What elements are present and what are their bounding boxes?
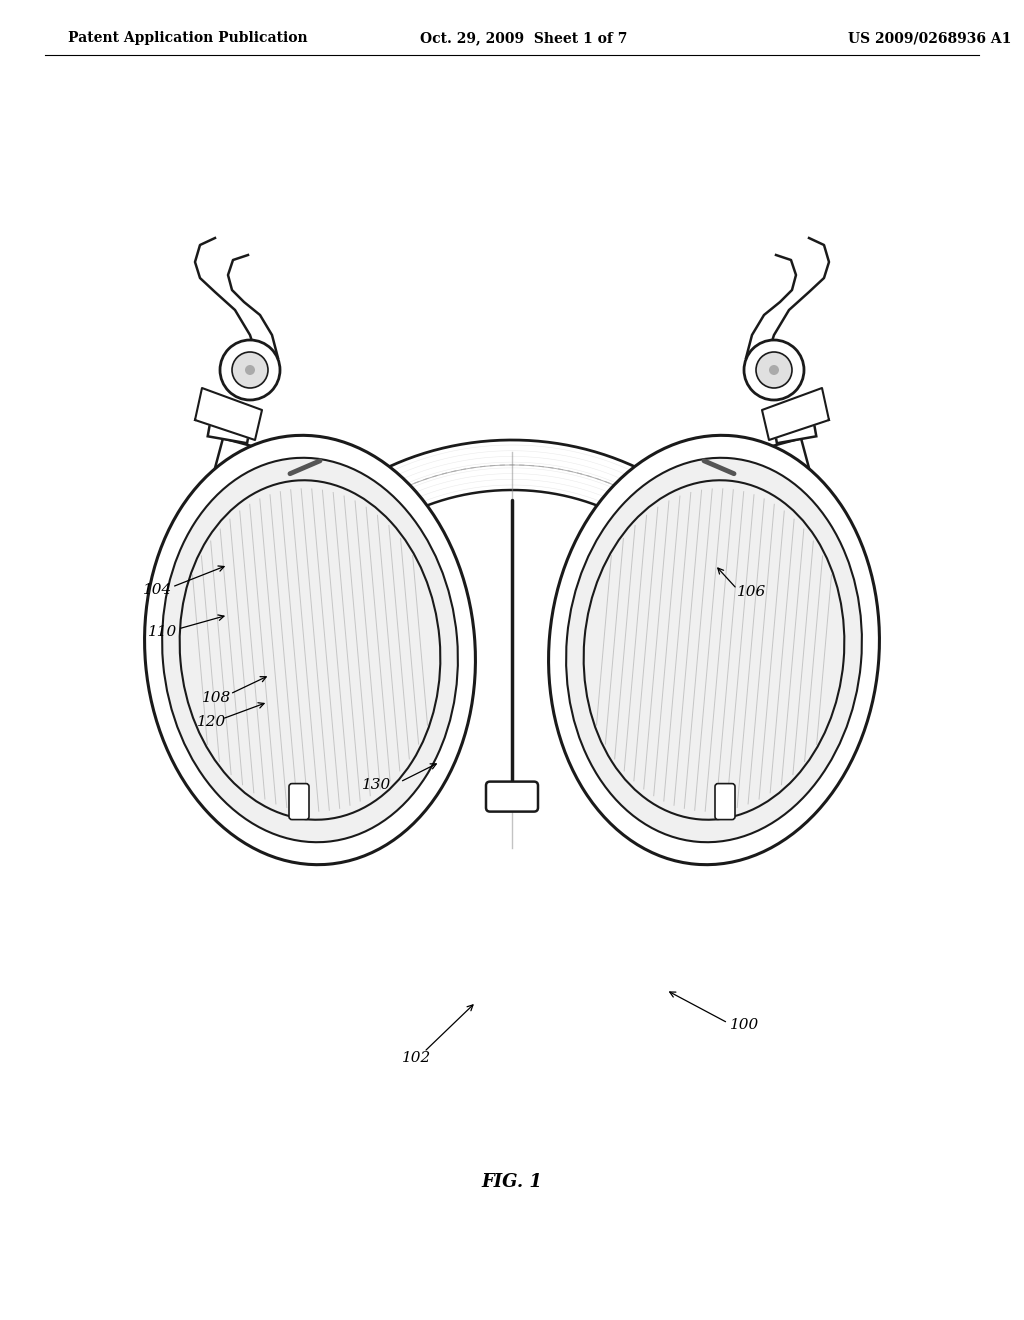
Polygon shape bbox=[220, 498, 276, 541]
Polygon shape bbox=[772, 407, 816, 444]
Text: Oct. 29, 2009  Sheet 1 of 7: Oct. 29, 2009 Sheet 1 of 7 bbox=[420, 30, 628, 45]
Circle shape bbox=[756, 352, 792, 388]
Polygon shape bbox=[208, 407, 252, 444]
Circle shape bbox=[245, 366, 255, 375]
Polygon shape bbox=[195, 388, 262, 440]
Polygon shape bbox=[215, 438, 269, 482]
Text: FIG. 1: FIG. 1 bbox=[481, 1173, 543, 1191]
Circle shape bbox=[769, 366, 779, 375]
FancyBboxPatch shape bbox=[289, 784, 309, 820]
Ellipse shape bbox=[549, 436, 880, 865]
Circle shape bbox=[232, 352, 268, 388]
Ellipse shape bbox=[566, 458, 862, 842]
Polygon shape bbox=[220, 469, 276, 512]
Text: US 2009/0268936 A1: US 2009/0268936 A1 bbox=[848, 30, 1012, 45]
Polygon shape bbox=[748, 469, 804, 512]
Text: 120: 120 bbox=[197, 715, 226, 729]
Polygon shape bbox=[255, 594, 309, 634]
Polygon shape bbox=[762, 388, 829, 440]
Text: 100: 100 bbox=[730, 1018, 759, 1032]
FancyBboxPatch shape bbox=[486, 781, 538, 812]
Text: 102: 102 bbox=[402, 1051, 431, 1065]
Circle shape bbox=[744, 341, 804, 400]
Polygon shape bbox=[755, 438, 809, 482]
Ellipse shape bbox=[144, 436, 475, 865]
Text: 104: 104 bbox=[143, 583, 172, 597]
Text: 110: 110 bbox=[148, 624, 177, 639]
FancyBboxPatch shape bbox=[715, 784, 735, 820]
Polygon shape bbox=[748, 498, 804, 541]
Circle shape bbox=[220, 341, 280, 400]
Text: 108: 108 bbox=[202, 690, 231, 705]
Text: 106: 106 bbox=[737, 585, 766, 599]
Polygon shape bbox=[746, 238, 829, 360]
Polygon shape bbox=[247, 440, 777, 653]
Text: 130: 130 bbox=[362, 777, 391, 792]
Polygon shape bbox=[195, 238, 278, 360]
Polygon shape bbox=[715, 594, 769, 634]
Text: Patent Application Publication: Patent Application Publication bbox=[68, 30, 307, 45]
Ellipse shape bbox=[162, 458, 458, 842]
